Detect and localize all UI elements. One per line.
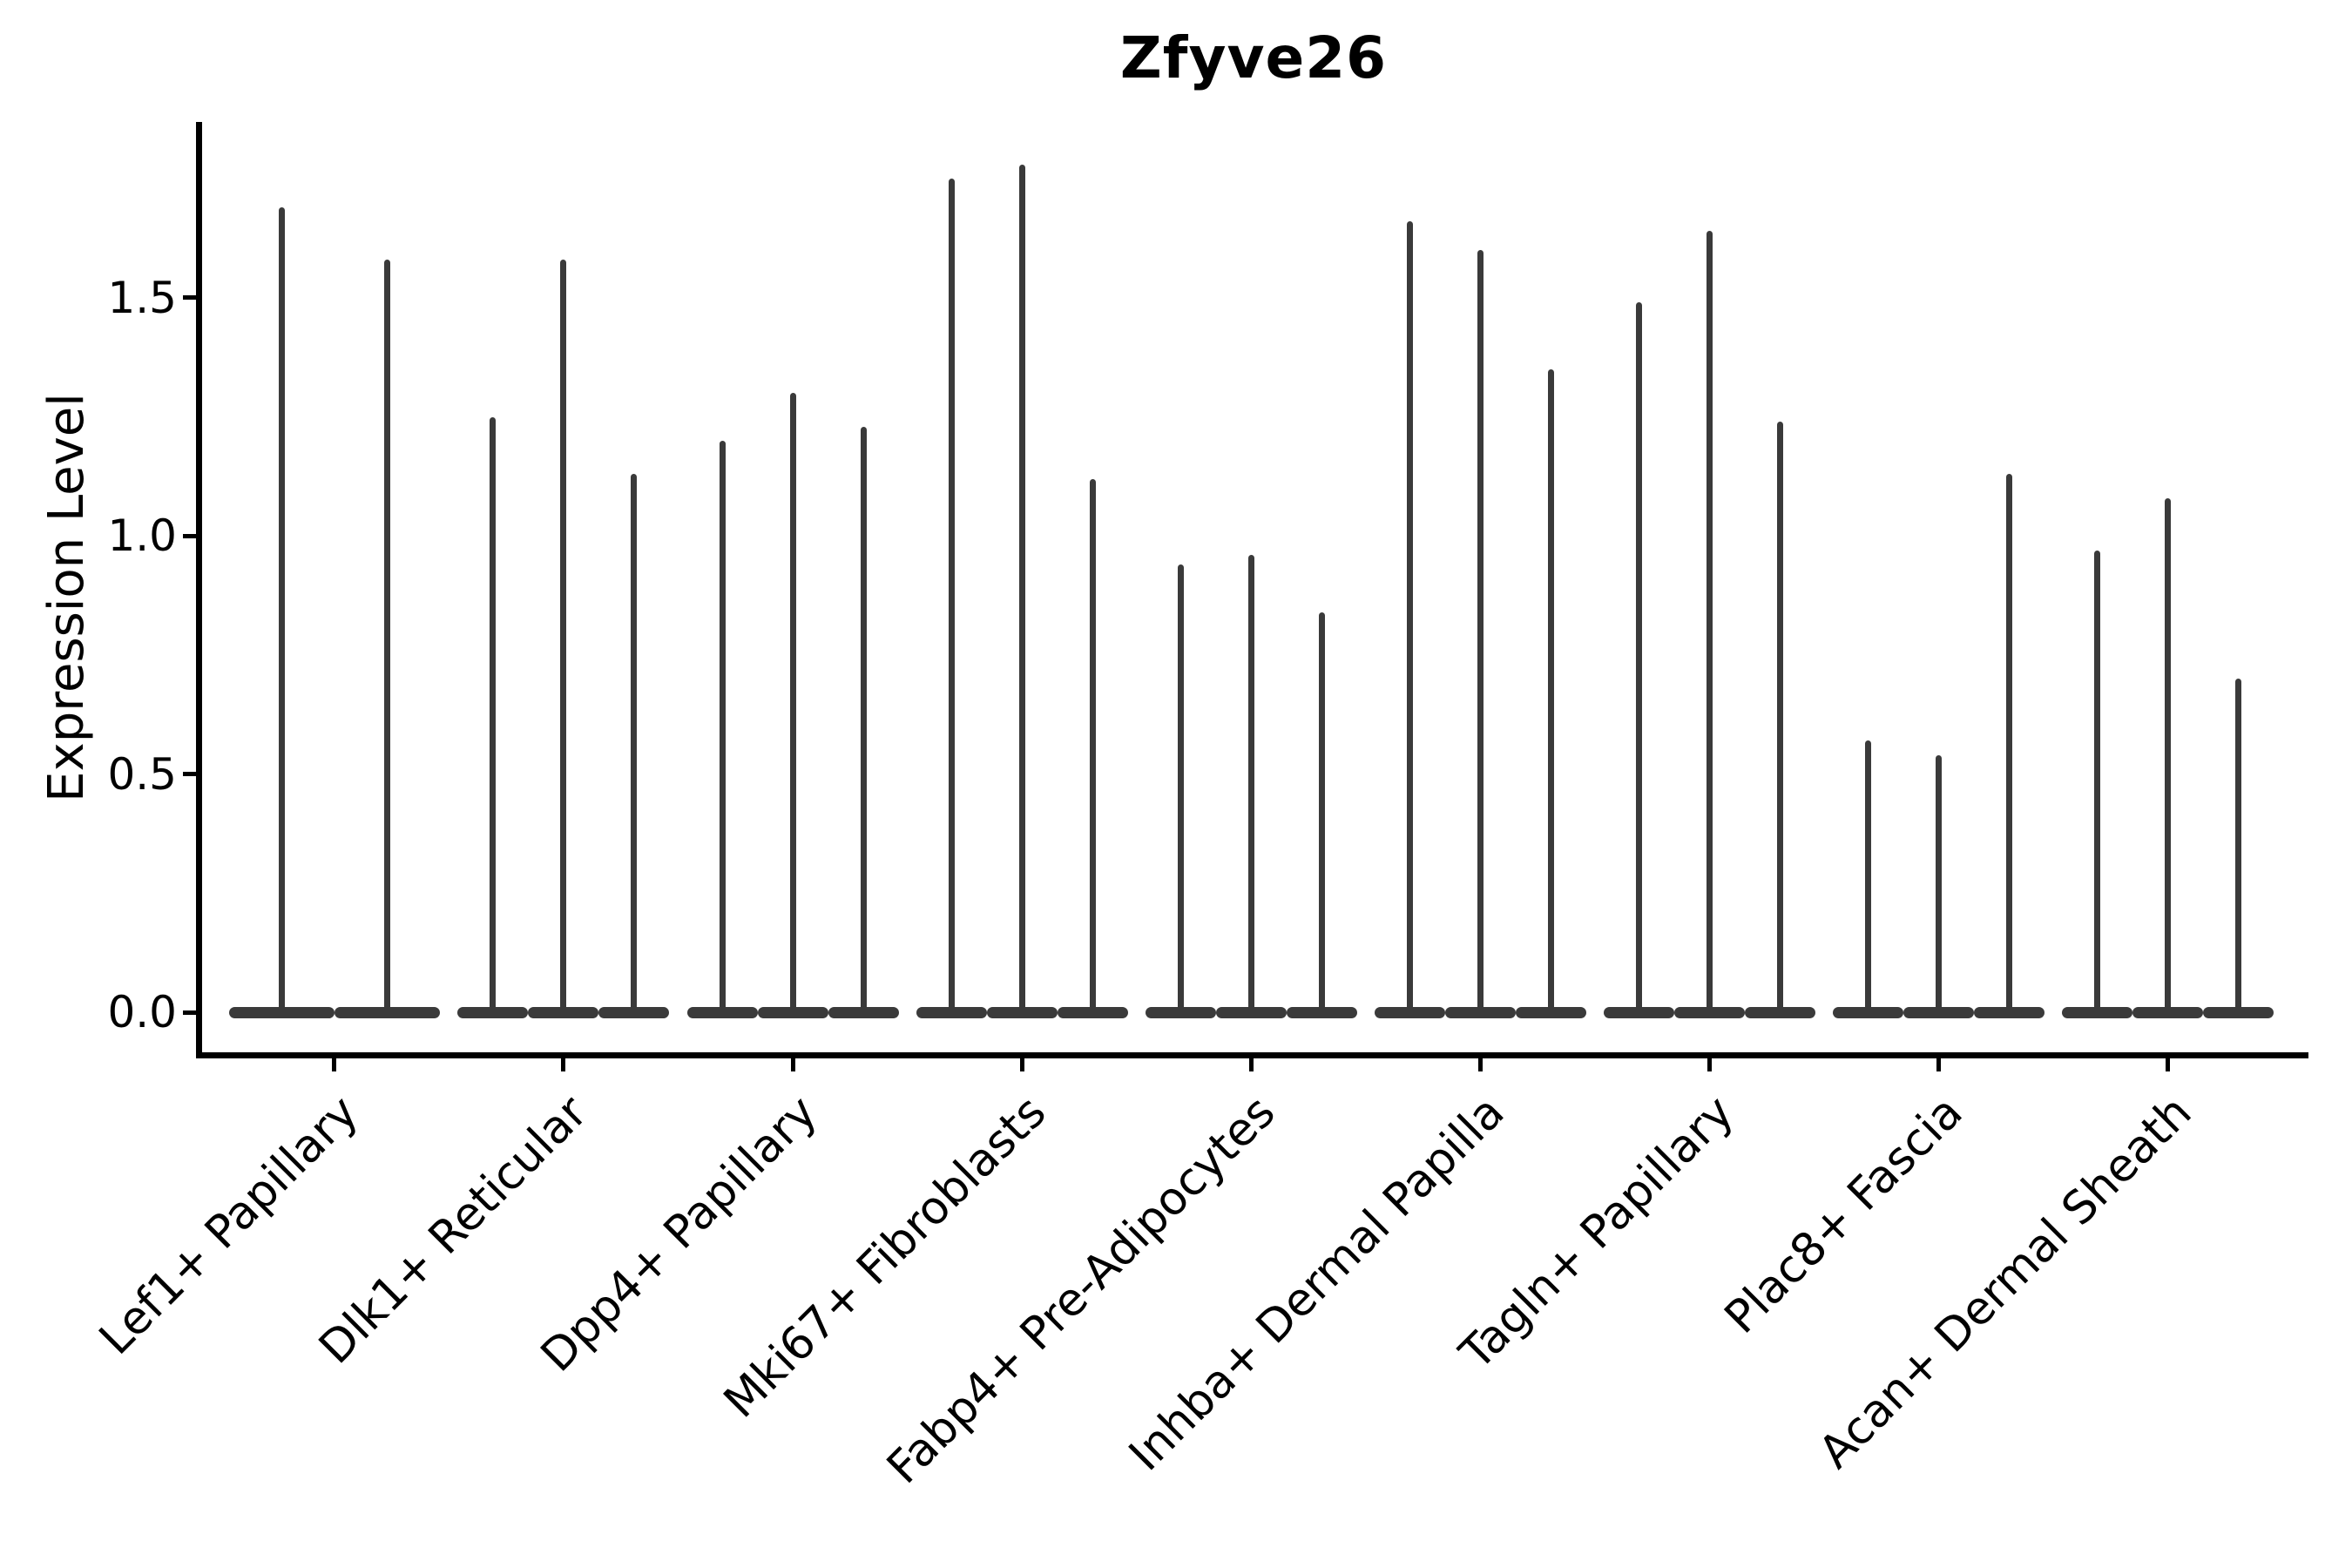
violin-spike — [1776, 422, 1783, 1012]
y-axis-label: Expression Level — [38, 393, 95, 802]
violin-base — [2062, 1006, 2133, 1018]
violin-spike — [1547, 368, 1554, 1012]
violin-spike — [2165, 497, 2172, 1012]
y-tick-mark — [183, 533, 196, 538]
chart-title: Zfyve26 — [1119, 24, 1388, 91]
violin-spike — [1477, 250, 1484, 1012]
violin-spike — [1706, 231, 1713, 1012]
y-tick-label: 0.0 — [107, 987, 177, 1037]
violin-spike — [789, 393, 796, 1012]
violin-spike — [560, 260, 567, 1012]
x-tick-mark — [1248, 1058, 1254, 1071]
violin-spike — [2006, 474, 2012, 1012]
x-tick-mark — [1936, 1058, 1941, 1071]
violin-base — [2203, 1006, 2274, 1018]
violin-base — [1444, 1006, 1516, 1018]
violin-spike — [2235, 679, 2242, 1012]
violin-spike — [1865, 740, 1871, 1012]
violin-base — [1057, 1006, 1128, 1018]
violin-spike — [1406, 221, 1413, 1012]
violin-base — [1215, 1006, 1287, 1018]
x-tick-label: Inhba+ Dermal Papilla — [1119, 1085, 1515, 1482]
y-tick-mark — [183, 295, 196, 301]
violin-spike — [383, 260, 390, 1012]
violin-spike — [1247, 555, 1254, 1012]
violin-base — [457, 1006, 529, 1018]
violin-base — [1286, 1006, 1357, 1018]
violin-base — [916, 1006, 987, 1018]
violin-base — [757, 1006, 828, 1018]
x-tick-label: Fabp4+ Pre-Adipocytes — [877, 1085, 1286, 1495]
violin-base — [1515, 1006, 1586, 1018]
y-tick-label: 0.5 — [107, 748, 177, 800]
y-tick-label: 1.0 — [107, 510, 177, 562]
x-tick-mark — [1477, 1058, 1483, 1071]
violin-base — [1903, 1006, 1974, 1018]
y-tick-mark — [183, 1010, 196, 1015]
y-tick-label: 1.5 — [107, 272, 177, 323]
x-tick-label: Plac8+ Fascia — [1714, 1085, 1973, 1344]
violin-spike — [1936, 754, 1942, 1012]
violin-spike — [2094, 550, 2101, 1012]
violin-base — [228, 1006, 335, 1018]
violin-base — [1673, 1006, 1745, 1018]
violin-base — [1974, 1006, 2044, 1018]
violin-spike — [1635, 302, 1642, 1012]
violin-base — [828, 1006, 899, 1018]
x-axis-spine — [196, 1052, 2308, 1058]
violin-base — [598, 1006, 670, 1018]
violin-base — [528, 1006, 599, 1018]
violin-spike — [278, 207, 285, 1012]
violin-spike — [490, 416, 497, 1012]
violin-spike — [948, 179, 955, 1012]
violin-spike — [860, 426, 867, 1012]
violin-base — [2132, 1006, 2204, 1018]
violin-spike — [719, 440, 726, 1012]
x-tick-label: Acan+ Dermal Sheath — [1809, 1085, 2202, 1479]
violin-base — [334, 1006, 440, 1018]
x-tick-mark — [1707, 1058, 1712, 1071]
violin-base — [1145, 1006, 1216, 1018]
x-tick-mark — [561, 1058, 566, 1071]
violin-spike — [1177, 564, 1184, 1012]
violin-spike — [631, 474, 638, 1012]
y-axis-spine — [196, 122, 202, 1058]
violin-spike — [1318, 612, 1325, 1012]
violin-base — [986, 1006, 1058, 1018]
x-tick-mark — [332, 1058, 337, 1071]
violin-base — [1744, 1006, 1815, 1018]
violin-base — [686, 1006, 758, 1018]
violin-spike — [1018, 164, 1025, 1012]
x-tick-mark — [2166, 1058, 2171, 1071]
x-tick-mark — [790, 1058, 795, 1071]
x-tick-mark — [1019, 1058, 1024, 1071]
violin-spike — [1089, 478, 1096, 1012]
violin-base — [1833, 1006, 1903, 1018]
violin-base — [1603, 1006, 1674, 1018]
y-tick-mark — [183, 772, 196, 777]
violin-base — [1374, 1006, 1445, 1018]
